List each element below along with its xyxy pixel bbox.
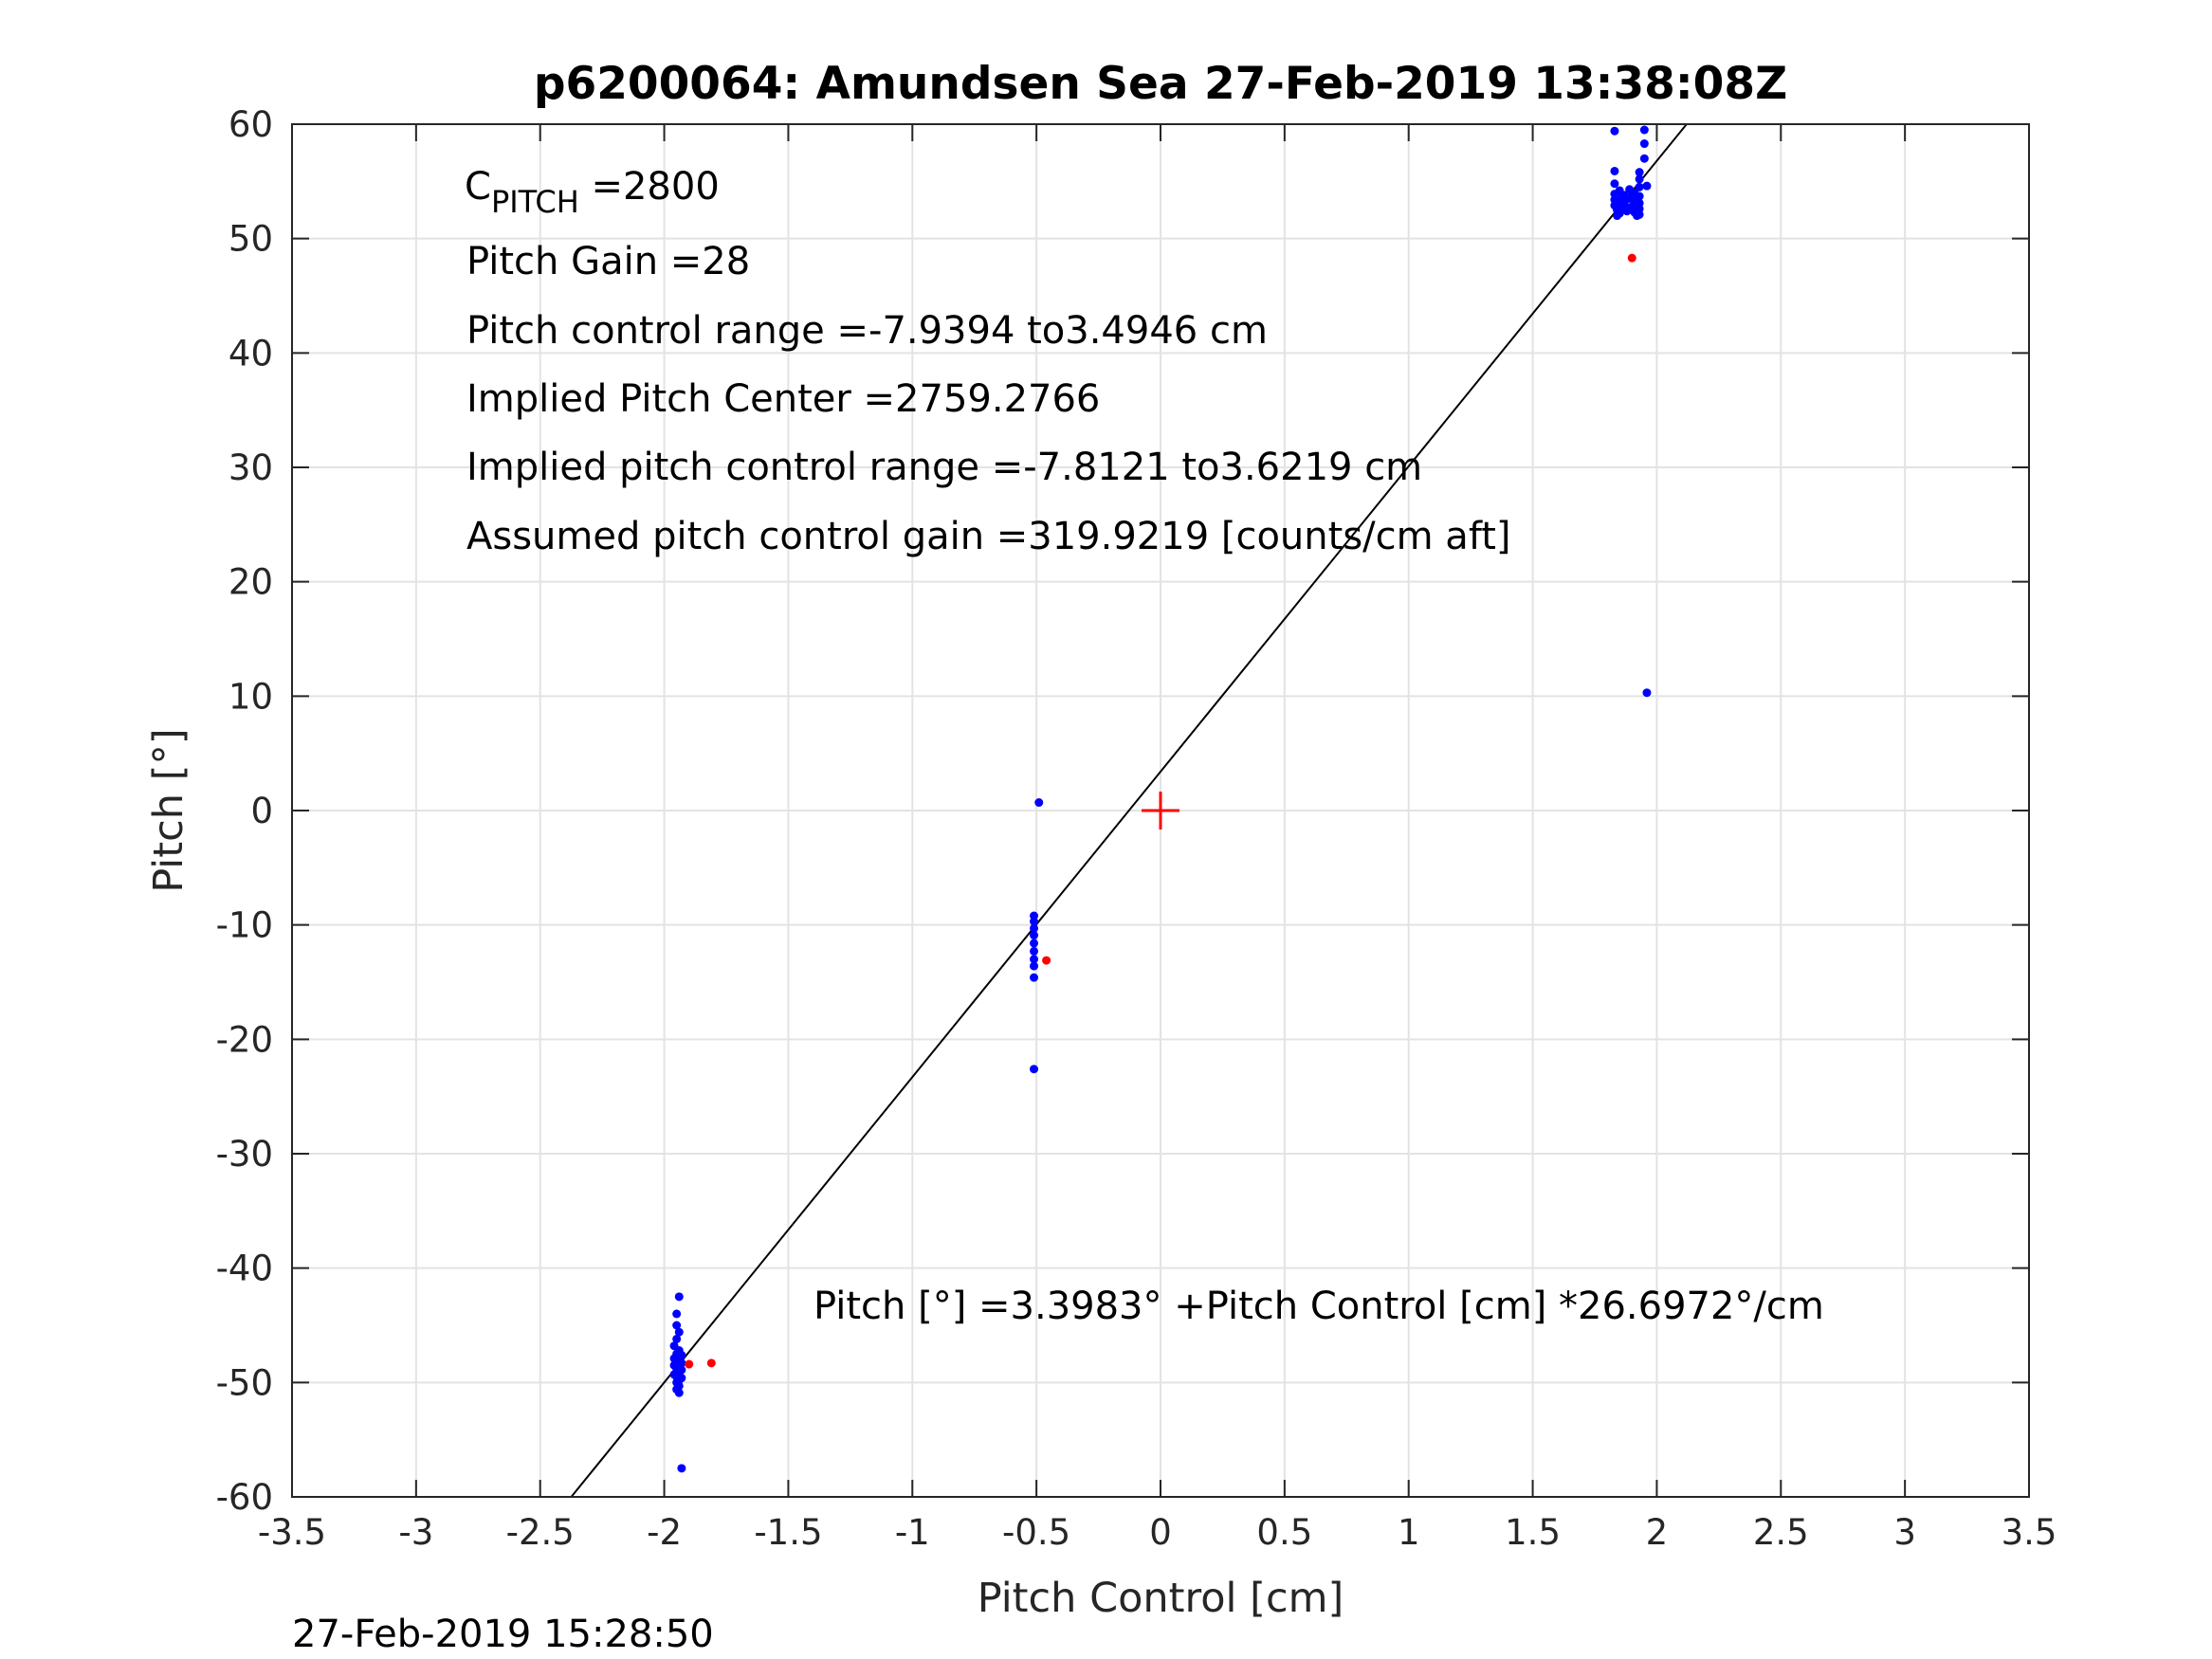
data-point-blue (1610, 126, 1619, 136)
data-point-blue (1034, 798, 1044, 808)
data-point-blue (1030, 939, 1039, 948)
x-tick-label: -1 (895, 1512, 930, 1553)
x-tick-label: -3.5 (258, 1512, 326, 1553)
data-point-blue (1610, 179, 1619, 189)
x-tick-label: -2.5 (506, 1512, 575, 1553)
fit-equation-annotation: Pitch [°] =3.3983° +Pitch Control [cm] *… (814, 1285, 1824, 1328)
y-tick-label: -50 (216, 1362, 273, 1403)
y-tick-label: 60 (229, 104, 273, 145)
fit-line (570, 123, 1688, 1498)
y-tick-label: 30 (229, 447, 273, 488)
x-tick-label: 2.5 (1753, 1512, 1809, 1553)
x-tick-label: -0.5 (1002, 1512, 1070, 1553)
c-pitch-annotation: CPITCH =2800 (465, 165, 720, 220)
center-marker-group (1142, 792, 1179, 830)
x-tick-labels: -3.5 -3 -2.5 -2 -1.5 -1 -0.5 0 0.5 1 1.5 2 2.5 3 3.5 (258, 1512, 2057, 1553)
data-point-blue (1030, 1065, 1039, 1074)
y-tick-label: -60 (216, 1477, 273, 1518)
data-point-blue (1632, 211, 1641, 221)
y-tick-label: -10 (216, 905, 273, 946)
c-pitch-base: C (465, 165, 491, 209)
y-tick-label: 20 (229, 562, 273, 603)
y-tick-label: 40 (229, 333, 273, 374)
x-tick-label: -1.5 (754, 1512, 822, 1553)
data-point-red (706, 1358, 716, 1368)
data-point-blue (1635, 174, 1644, 184)
x-axis-label: Pitch Control [cm] (978, 1575, 1344, 1622)
data-point-blue (1030, 917, 1039, 926)
data-point-blue (1635, 168, 1644, 177)
tick-marks (291, 123, 2030, 1498)
data-point-blue (677, 1464, 686, 1473)
data-point-blue (1030, 961, 1039, 971)
footer-timestamp: 27-Feb-2019 15:28:50 (292, 1613, 714, 1656)
data-point-blue (672, 1334, 682, 1343)
data-point-blue (672, 1321, 682, 1330)
x-tick-label: 3.5 (2002, 1512, 2057, 1553)
plot-frame (291, 123, 2030, 1498)
implied-center-annotation: Implied Pitch Center =2759.2766 (466, 377, 1100, 421)
x-tick-label: 0.5 (1256, 1512, 1312, 1553)
data-point-blue (1642, 688, 1652, 698)
x-tick-label: 0 (1149, 1512, 1172, 1553)
implied-range-annotation: Implied pitch control range =-7.8121 to3… (466, 446, 1422, 489)
data-point-blue (1030, 946, 1039, 956)
control-range-annotation: Pitch control range =-7.9394 to3.4946 cm (466, 309, 1268, 353)
data-point-blue (674, 1327, 684, 1337)
x-tick-label: 1.5 (1505, 1512, 1561, 1553)
y-tick-label: -30 (216, 1134, 273, 1175)
data-point-blue (674, 1388, 684, 1397)
fit-line-group (570, 123, 1688, 1498)
y-tick-label: -40 (216, 1249, 273, 1289)
x-tick-label: -3 (398, 1512, 433, 1553)
data-point-blue (1639, 139, 1649, 149)
data-point-blue (674, 1292, 684, 1302)
data-point-blue (1030, 973, 1039, 982)
data-point-blue (1613, 211, 1622, 221)
c-pitch-value: =2800 (579, 165, 720, 209)
pitch-gain-annotation: Pitch Gain =28 (466, 240, 750, 283)
data-point-red (685, 1359, 694, 1369)
data-point-blue (672, 1309, 682, 1319)
data-point-blue (1030, 931, 1039, 940)
x-tick-label: 3 (1893, 1512, 1916, 1553)
x-tick-label: -2 (647, 1512, 682, 1553)
x-tick-label: 1 (1398, 1512, 1420, 1553)
assumed-gain-annotation: Assumed pitch control gain =319.9219 [co… (466, 515, 1510, 558)
y-tick-label: 50 (229, 219, 273, 260)
data-point-red (1042, 956, 1051, 965)
data-point-blue (1642, 181, 1652, 191)
y-tick-label: -20 (216, 1019, 273, 1060)
y-tick-label: 10 (229, 676, 273, 717)
data-point-blue (1639, 125, 1649, 135)
y-tick-labels: -60 -50 -40 -30 -20 -10 0 10 20 30 40 50 60 (216, 104, 273, 1518)
x-tick-label: 2 (1646, 1512, 1669, 1553)
data-point-blue (1610, 166, 1619, 175)
y-tick-label: 0 (250, 791, 273, 831)
data-point-blue (1030, 923, 1039, 933)
data-points (669, 125, 1652, 1473)
data-point-red (1627, 253, 1636, 263)
data-point-blue (1622, 207, 1632, 216)
chart-title: p6200064: Amundsen Sea 27-Feb-2019 13:38… (534, 58, 1787, 110)
data-point-blue (1635, 182, 1644, 191)
y-axis-label: Pitch [°] (145, 728, 192, 892)
data-point-blue (1030, 955, 1039, 964)
data-point-blue (1639, 154, 1649, 163)
c-pitch-subscript: PITCH (491, 184, 579, 220)
